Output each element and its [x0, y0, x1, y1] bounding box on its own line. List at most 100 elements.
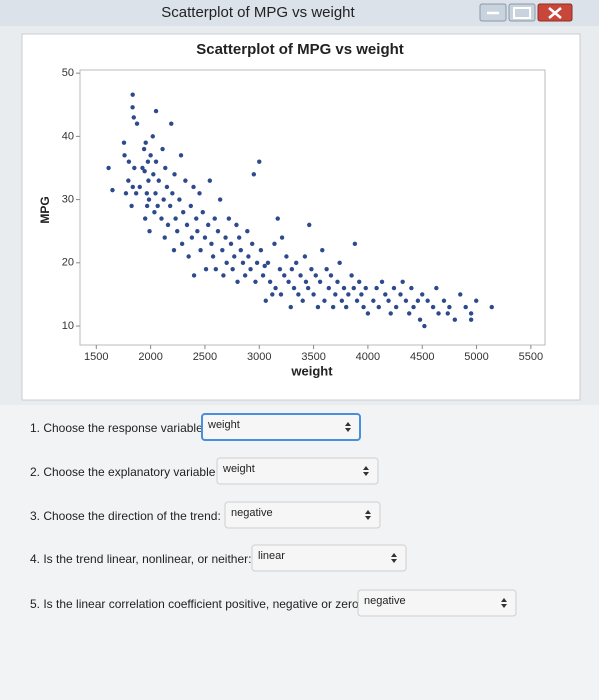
- point: [278, 292, 284, 297]
- dropdown[interactable]: [201, 413, 361, 441]
- point: [272, 241, 277, 247]
- point: [436, 311, 441, 316]
- point: [242, 273, 248, 278]
- point: [425, 298, 430, 303]
- point: [309, 266, 314, 272]
- point: [303, 279, 309, 284]
- point: [212, 216, 217, 221]
- question-label: 1. Choose the response variable:: [30, 421, 206, 435]
- point: [131, 115, 136, 120]
- point: [159, 216, 164, 221]
- dropdown-arrow: [363, 466, 369, 476]
- point: [220, 247, 225, 253]
- point: [146, 178, 151, 183]
- point: [349, 273, 354, 278]
- point: [458, 292, 463, 297]
- point: [236, 235, 242, 240]
- point: [234, 222, 239, 228]
- point: [257, 159, 262, 164]
- x-tick-label: 3000: [247, 351, 271, 363]
- dropdown-value: weight: [222, 463, 255, 475]
- point: [175, 229, 180, 234]
- dropdown-value: negative: [231, 507, 273, 519]
- point: [110, 187, 115, 193]
- point: [181, 210, 186, 215]
- point: [160, 146, 165, 152]
- point: [165, 222, 171, 228]
- point: [224, 260, 229, 266]
- point: [213, 266, 219, 272]
- point: [288, 304, 293, 310]
- x-tick-label: 4500: [410, 351, 434, 363]
- point: [167, 203, 173, 209]
- dropdown[interactable]: [357, 589, 517, 617]
- point: [122, 153, 127, 158]
- point: [379, 279, 385, 284]
- point: [184, 222, 190, 228]
- point: [217, 197, 223, 202]
- point: [420, 292, 425, 297]
- point: [489, 304, 494, 310]
- x-tick-label: 3500: [301, 351, 325, 363]
- point: [198, 247, 203, 253]
- point: [341, 285, 347, 291]
- dropdown[interactable]: [224, 501, 381, 529]
- point: [170, 191, 175, 196]
- point: [254, 260, 260, 266]
- chart-title: Scatterplot of MPG vs weight: [196, 41, 404, 58]
- point: [172, 172, 177, 177]
- point: [230, 266, 235, 272]
- point: [140, 165, 145, 171]
- point: [300, 298, 305, 303]
- point: [474, 298, 479, 303]
- x-tick-label: 2500: [193, 351, 217, 363]
- point: [164, 184, 170, 190]
- point: [452, 317, 458, 322]
- point: [302, 254, 308, 259]
- point: [126, 178, 131, 183]
- point: [294, 260, 299, 266]
- point: [263, 298, 268, 303]
- point: [144, 203, 150, 209]
- point: [307, 222, 312, 228]
- point: [260, 273, 266, 278]
- point: [391, 285, 397, 291]
- point: [363, 285, 368, 291]
- point: [155, 203, 160, 209]
- point: [352, 241, 358, 247]
- point: [232, 254, 237, 259]
- dropdown[interactable]: [251, 544, 407, 572]
- point: [291, 285, 297, 291]
- point: [178, 153, 184, 158]
- point: [400, 279, 405, 284]
- point: [171, 247, 177, 253]
- dropdown[interactable]: [216, 457, 379, 485]
- point: [313, 273, 318, 278]
- point: [153, 191, 158, 196]
- point: [251, 172, 257, 177]
- point: [246, 254, 251, 259]
- point: [286, 279, 291, 284]
- point: [169, 121, 174, 126]
- x-tick-label: 1500: [84, 351, 108, 363]
- point: [275, 216, 280, 221]
- point: [361, 304, 366, 310]
- point: [209, 241, 214, 247]
- y-tick-label: 10: [62, 320, 74, 332]
- point: [142, 168, 147, 174]
- point: [121, 140, 127, 145]
- point: [144, 191, 150, 196]
- point: [223, 235, 228, 240]
- point: [468, 317, 474, 322]
- point: [359, 292, 364, 297]
- y-tick-label: 20: [62, 257, 74, 269]
- point: [203, 266, 209, 272]
- window-controls[interactable]: [479, 3, 573, 22]
- point: [322, 298, 327, 303]
- point: [148, 153, 153, 158]
- point: [191, 184, 196, 190]
- close-icon: [548, 7, 562, 19]
- point: [238, 247, 243, 253]
- x-tick-label: 5500: [519, 351, 543, 363]
- point: [320, 247, 325, 253]
